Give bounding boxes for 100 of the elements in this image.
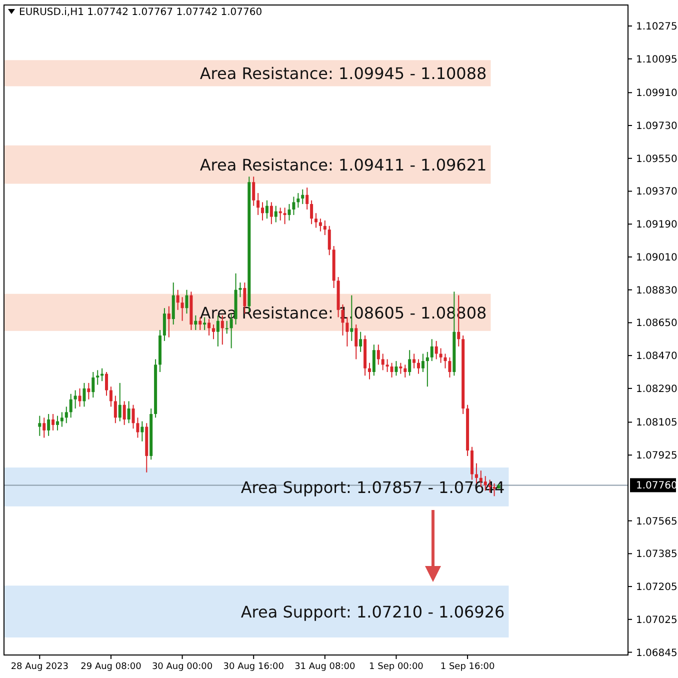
candlestick [426,351,429,388]
y-tick-label: 1.09010 [636,252,678,264]
candlestick [381,353,384,371]
y-tick-label: 1.07565 [636,516,678,528]
candlestick [52,413,55,431]
candlestick [417,358,420,374]
x-tick-label: 30 Aug 16:00 [223,662,284,672]
candlestick [162,308,166,342]
y-tick-label: 1.08830 [636,285,678,296]
candlestick [288,204,291,221]
candlestick [185,289,188,314]
band-label: Area Resistance: 1.09945 - 1.10088 [200,64,487,84]
candlestick [212,324,215,340]
candlestick [87,382,90,400]
candlestick [252,176,256,206]
candlestick [261,202,264,221]
band-label: Area Resistance: 1.09411 - 1.09621 [200,156,487,175]
candlestick [60,412,64,428]
y-tick-label: 1.09370 [636,186,678,198]
candlestick [47,413,50,436]
candlestick [448,356,452,378]
ref-line-label: 1.07760 [636,480,678,492]
y-tick-label: 1.10275 [636,21,678,32]
candlestick [394,360,398,376]
candlestick [127,400,130,424]
candlestick [372,344,376,376]
candlestick [408,350,412,376]
candlestick [270,202,273,225]
x-tick-label: 1 Sep 16:00 [440,662,495,672]
x-tick-label: 1 Sep 00:00 [369,662,424,672]
band-label: Area Support: 1.07210 - 1.06926 [240,602,505,622]
candlestick [78,388,82,408]
candlestick [194,314,198,330]
candlestick [172,282,175,326]
candlestick [430,338,434,362]
candlestick [74,390,77,410]
candlestick [359,331,362,352]
x-tick-label: 31 Aug 08:00 [294,662,356,672]
candlestick [167,306,170,338]
candlestick [274,205,278,223]
y-tick-label: 1.07925 [636,450,678,462]
candlestick [109,386,112,408]
candlestick [208,318,211,336]
y-tick-label: 1.08650 [636,318,678,330]
candlestick [306,187,309,210]
candlestick [412,353,416,369]
chart-title: EURUSD.i,H1 1.07742 1.07767 1.07742 1.07760 [19,7,262,18]
x-tick-label: 30 Aug 00:00 [152,662,213,672]
candlestick [64,406,68,424]
candlestick [114,395,117,424]
candlestick [92,371,95,398]
candlestick [180,296,184,322]
y-tick-label: 1.10095 [636,54,678,66]
candlestick [296,192,300,208]
x-tick-label: 29 Aug 08:00 [80,662,142,672]
candlestick [38,415,42,436]
x-tick-label: 28 Aug 2023 [10,662,68,672]
candlestick [314,212,318,228]
y-tick-label: 1.07205 [636,582,678,594]
candlestick [140,420,144,442]
candlestick [122,400,126,426]
candlestick [56,415,59,431]
candlestick [238,282,242,298]
candlestick [354,324,358,360]
y-tick-label: 1.08470 [636,351,678,362]
candlestick [404,364,407,378]
candlestick [292,196,296,216]
candlestick [390,362,394,378]
y-tick-label: 1.07385 [636,549,678,560]
candlestick [256,192,260,216]
candlestick [328,225,331,256]
y-tick-label: 1.09550 [636,154,678,165]
candlestick [42,417,46,438]
y-tick-label: 1.07025 [636,614,678,626]
y-tick-label: 1.08105 [636,418,678,429]
y-tick-label: 1.06845 [636,648,678,659]
candlestick [470,446,474,480]
candlestick [318,218,322,232]
y-tick-label: 1.09190 [636,220,678,231]
candlestick [368,362,371,380]
candlestick [265,200,268,220]
candlestick [176,289,180,310]
candlestick [225,320,228,334]
candlestick [118,382,122,422]
candlestick [283,207,286,225]
candlestick [376,344,380,366]
candlestick [105,371,108,396]
candlestick [96,370,100,386]
y-tick-label: 1.09910 [636,88,678,100]
candlestick [386,358,389,372]
candlestick [132,404,135,430]
candlestick [301,188,304,205]
candlestick [69,393,72,418]
candlestick [439,348,442,364]
y-tick-label: 1.09730 [636,121,678,132]
candlestick [323,220,326,236]
candlestick [444,353,447,369]
candlestick [434,340,438,360]
y-tick-label: 1.08290 [636,384,678,395]
candlestick [310,200,314,225]
